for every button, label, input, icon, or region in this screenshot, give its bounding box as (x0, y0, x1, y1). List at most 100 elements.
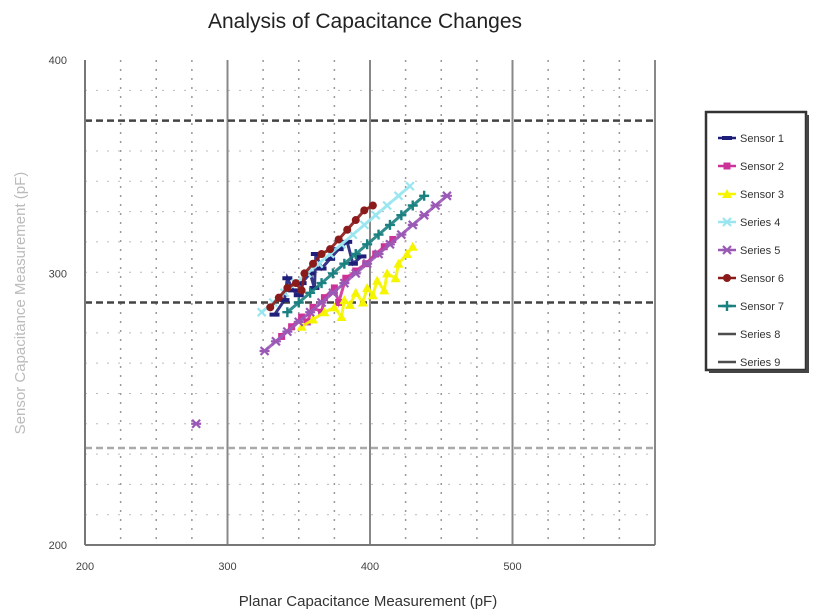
data-point (282, 276, 293, 281)
data-point (293, 317, 304, 327)
legend-label: Series 8 (740, 329, 780, 341)
data-point (356, 254, 367, 259)
data-point (402, 249, 413, 258)
data-point (382, 268, 393, 278)
data-point (407, 220, 418, 230)
plot-area: 200 300 400 500 200 300 400 (49, 55, 656, 573)
data-point (335, 299, 343, 306)
x-axis-label: Planar Capacitance Measurement (pF) (239, 593, 497, 610)
data-point (368, 201, 377, 210)
legend-label: Series 5 (740, 245, 780, 257)
data-point (339, 295, 350, 305)
legend-box (704, 110, 808, 372)
data-point (347, 261, 358, 266)
x-tick-label: 200 (76, 561, 94, 573)
data-point (317, 250, 326, 258)
chart-title: Analysis of Capacitance Changes (208, 10, 522, 33)
y-tick-label: 300 (49, 268, 67, 280)
data-point (318, 308, 326, 316)
data-point (382, 200, 392, 211)
data-point (396, 229, 407, 240)
data-point (396, 210, 407, 221)
data-point (269, 312, 280, 317)
legend-shadow (709, 370, 809, 373)
legend-item: Series 8 (718, 329, 780, 341)
legend-label: Series 9 (740, 357, 780, 369)
legend-label: Sensor 6 (740, 273, 784, 285)
data-point (308, 314, 318, 324)
data-point (405, 181, 415, 191)
data-point (389, 235, 397, 243)
data-point (309, 303, 317, 311)
legend-swatch-marker (722, 245, 732, 255)
data-point (370, 210, 381, 220)
data-point (333, 247, 344, 252)
legend-swatch-marker (722, 217, 732, 227)
data-point (362, 258, 373, 269)
data-point (305, 287, 316, 298)
data-point (310, 252, 321, 256)
x-tick-label: 400 (361, 561, 379, 573)
legend-item: Sensor 7 (718, 301, 784, 313)
data-point (282, 326, 293, 337)
data-point (305, 271, 316, 276)
legend-item: Series 4 (718, 217, 780, 229)
data-point (291, 279, 300, 288)
data-point (373, 229, 384, 240)
y-axis-label: Sensor Capacitance Measurement (pF) (12, 172, 29, 435)
data-point (393, 258, 404, 268)
data-point (326, 245, 335, 254)
data-point (390, 273, 401, 283)
data-point (367, 290, 378, 300)
legend-swatch-marker (722, 136, 732, 140)
data-point (316, 297, 327, 308)
data-point (334, 235, 343, 244)
data-point (373, 249, 384, 259)
data-point (309, 259, 317, 268)
data-point (327, 268, 338, 279)
data-point (320, 294, 328, 302)
data-point (379, 285, 390, 295)
data-point (339, 258, 350, 269)
data-point (372, 275, 383, 285)
legend-item: Sensor 2 (718, 161, 784, 173)
data-point (325, 256, 336, 261)
data-point (319, 307, 330, 317)
legend: Sensor 1 Sensor 2 Sensor 3 Series 4 Series 5… (704, 110, 809, 373)
data-point (350, 249, 361, 259)
data-point (419, 190, 430, 201)
data-point (336, 312, 347, 322)
data-point (407, 241, 418, 251)
legend-swatch-marker (723, 162, 731, 170)
data-point (288, 288, 299, 293)
data-point (283, 283, 292, 292)
legend-swatch-marker (722, 301, 732, 311)
legend-shadow (806, 115, 809, 373)
legend-label: Series 4 (740, 217, 780, 229)
data-point (339, 278, 350, 288)
legend-item: Series 9 (718, 357, 780, 369)
data-point (300, 269, 309, 278)
data-point (407, 200, 418, 211)
data-point (342, 274, 350, 282)
data-point (360, 206, 369, 215)
legend-label: Sensor 3 (740, 189, 784, 201)
legend-swatch-marker (722, 189, 732, 198)
data-point (362, 239, 373, 250)
data-point (293, 297, 304, 308)
legend-label: Sensor 1 (740, 133, 784, 145)
data-point (274, 293, 283, 302)
data-point (330, 284, 338, 292)
data-point (352, 267, 360, 275)
data-point (350, 287, 361, 297)
legend-label: Sensor 2 (740, 161, 784, 173)
data-point (279, 298, 290, 303)
data-point (259, 346, 270, 356)
x-tick-label: 500 (503, 561, 521, 573)
data-point (298, 313, 306, 321)
legend-item: Sensor 1 (718, 133, 784, 145)
legend-label: Sensor 7 (740, 301, 784, 313)
data-point (384, 239, 395, 250)
data-point (419, 210, 430, 220)
